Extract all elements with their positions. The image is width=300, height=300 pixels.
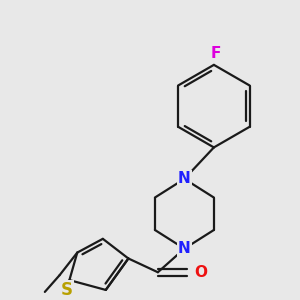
Text: S: S — [61, 281, 73, 299]
Text: O: O — [195, 265, 208, 280]
Text: N: N — [178, 241, 191, 256]
Text: F: F — [211, 46, 221, 61]
Text: N: N — [178, 171, 191, 186]
